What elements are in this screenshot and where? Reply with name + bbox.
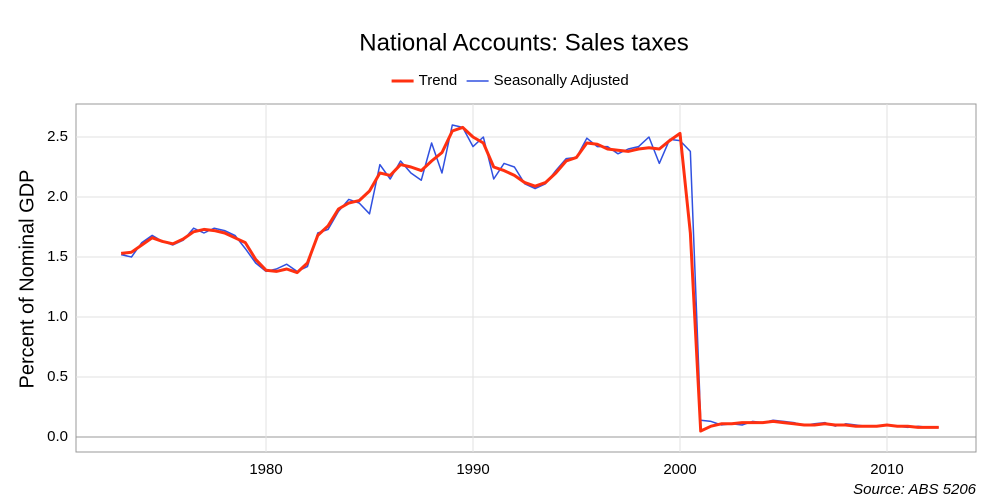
y-tick-label: 0.5: [47, 368, 68, 385]
legend-label: Seasonally Adjusted: [494, 72, 629, 89]
legend-label: Trend: [419, 72, 458, 89]
x-tick-label: 1980: [249, 461, 282, 478]
y-tick-label: 0.0: [47, 428, 68, 445]
y-tick-label: 1.0: [47, 308, 68, 325]
series-line: [120, 125, 939, 433]
chart-title: National Accounts: Sales taxes: [359, 29, 689, 56]
source-note: Source: ABS 5206: [853, 481, 977, 498]
plot-frame: [75, 103, 977, 453]
y-tick-label: 1.5: [47, 248, 68, 265]
x-tick-label: 2000: [663, 461, 696, 478]
y-tick-label: 2.0: [47, 188, 68, 205]
x-tick-label: 1990: [456, 461, 489, 478]
series-line: [120, 124, 939, 429]
y-axis-label: Percent of Nominal GDP: [16, 170, 38, 389]
y-tick-label: 2.5: [47, 128, 68, 145]
x-tick-label: 2010: [870, 461, 903, 478]
